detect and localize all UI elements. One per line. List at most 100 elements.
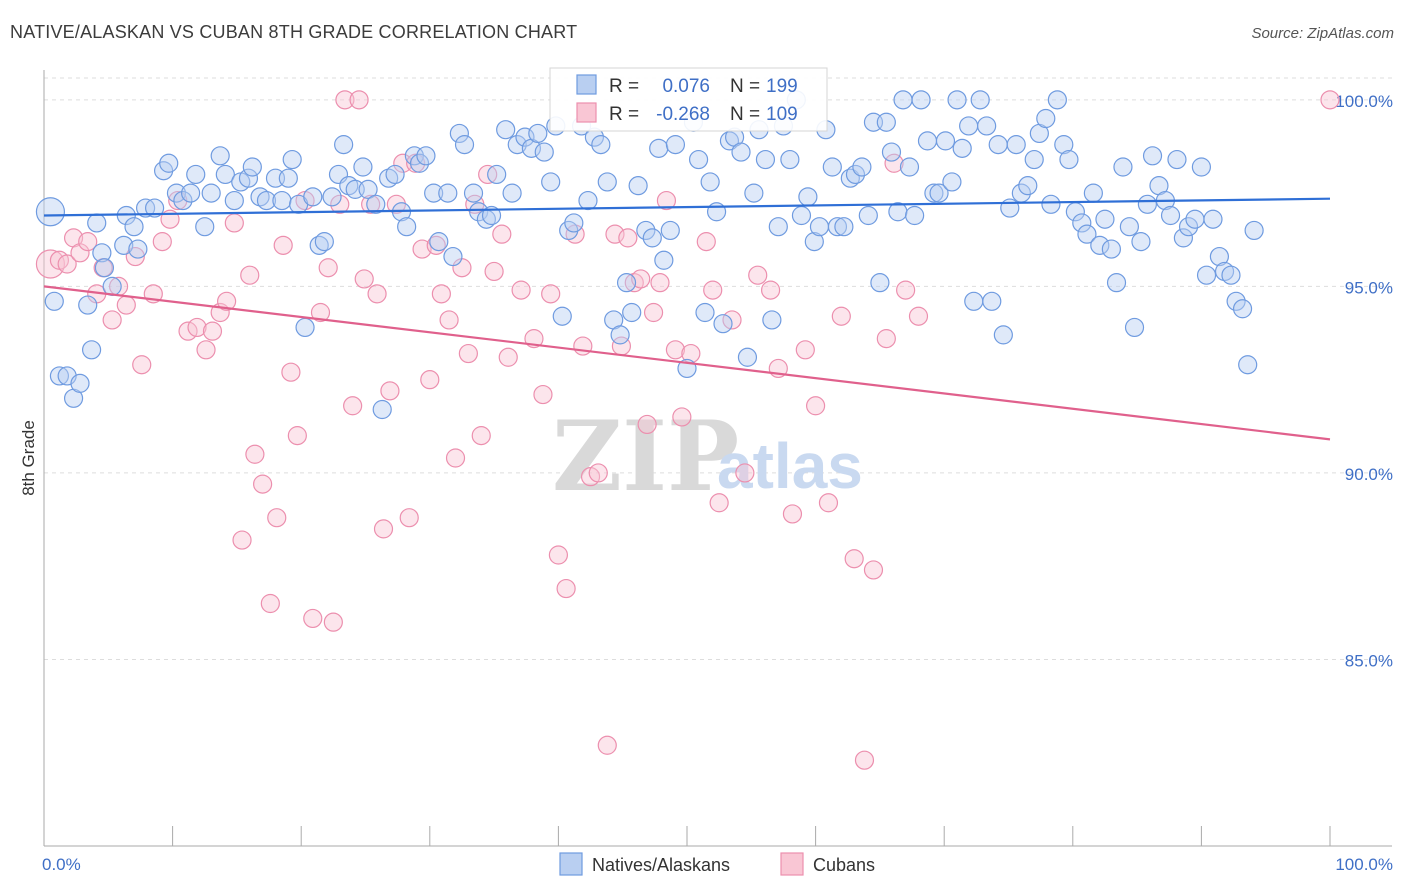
cubans-point: [1320, 90, 1340, 110]
natives-point: [397, 217, 417, 237]
natives-point: [695, 302, 715, 323]
natives-point: [977, 116, 997, 136]
natives-point: [1226, 291, 1246, 311]
natives-point: [744, 183, 764, 203]
cubans-point: [445, 448, 466, 468]
cubans-point: [232, 530, 252, 550]
natives-point: [552, 306, 572, 326]
natives-point: [654, 250, 674, 270]
cubans-point: [573, 336, 593, 356]
natives-point: [804, 232, 824, 252]
natives-point: [731, 142, 751, 162]
cubans-point: [471, 426, 491, 446]
natives-point: [591, 135, 611, 155]
natives-point: [578, 190, 598, 211]
natives-point: [636, 220, 656, 241]
natives-point: [463, 183, 484, 203]
natives-point: [719, 131, 740, 151]
natives-point: [201, 183, 221, 203]
natives-points: [35, 90, 1264, 420]
natives-point: [159, 153, 179, 173]
natives-point: [1178, 217, 1199, 237]
cubans-trend-line: [43, 285, 1331, 441]
natives-point: [70, 373, 90, 393]
natives-point: [1173, 228, 1193, 248]
x-ticks: [172, 826, 1331, 846]
cubans-point: [330, 194, 350, 214]
natives-point: [564, 213, 584, 233]
natives-point: [173, 190, 193, 211]
natives-point: [798, 187, 818, 207]
natives-point: [893, 90, 913, 110]
cubans-point: [35, 249, 66, 279]
chart-title: NATIVE/ALASKAN VS CUBAN 8TH GRADE CORREL…: [10, 22, 578, 42]
natives-point: [481, 205, 502, 226]
natives-trend-line: [43, 197, 1331, 217]
cubans-point: [631, 269, 651, 289]
natives-point: [1119, 217, 1139, 237]
natives-point: [487, 164, 507, 185]
cubans-point: [908, 306, 929, 326]
natives-point: [993, 325, 1013, 345]
cubans-point: [650, 273, 670, 293]
natives-point: [385, 164, 405, 185]
cubans-point: [343, 396, 363, 416]
cubans-point: [287, 426, 307, 446]
cubans-point: [349, 90, 369, 110]
natives-point: [1036, 108, 1056, 129]
natives-point: [959, 116, 979, 136]
cubans-point: [637, 414, 657, 435]
cubans-point: [458, 343, 478, 364]
natives-point: [1077, 224, 1097, 244]
stats-r-label-2: R =: [609, 104, 639, 125]
natives-point: [238, 168, 259, 188]
cubans-point: [373, 519, 394, 539]
trend-lines: [43, 197, 1331, 441]
natives-point: [1101, 239, 1121, 259]
natives-point: [256, 190, 277, 211]
cubans-point: [273, 235, 293, 255]
cubans-point: [412, 239, 432, 259]
cubans-point: [240, 265, 260, 285]
natives-point: [303, 187, 323, 207]
natives-point: [911, 90, 931, 110]
stats-swatch-blue: [576, 74, 597, 95]
natives-point: [1232, 299, 1253, 319]
cubans-point: [152, 232, 172, 252]
natives-point: [443, 246, 463, 267]
y-tick-label: 95.0%: [1345, 278, 1393, 297]
natives-point: [780, 149, 800, 170]
natives-point: [935, 131, 956, 151]
natives-point: [881, 142, 902, 162]
natives-point: [515, 127, 535, 147]
natives-point: [1006, 135, 1026, 155]
natives-point: [1131, 232, 1151, 252]
cubans-point: [597, 735, 617, 755]
natives-point: [1167, 149, 1187, 170]
natives-point: [982, 291, 1002, 311]
cubans-point: [854, 750, 875, 770]
cubans-point: [260, 593, 280, 614]
natives-point: [1095, 209, 1115, 229]
legend-swatch-natives: [559, 852, 583, 876]
cubans-point: [431, 284, 451, 304]
natives-point: [1209, 246, 1230, 267]
natives-point: [92, 243, 112, 263]
natives-point: [496, 120, 516, 140]
natives-point: [44, 291, 64, 311]
natives-point: [834, 217, 854, 237]
natives-point: [1024, 149, 1044, 170]
natives-point: [87, 213, 107, 233]
cubans-point: [709, 493, 729, 513]
natives-point: [700, 172, 720, 192]
natives-point: [215, 164, 235, 185]
natives-point: [1054, 135, 1074, 155]
natives-point: [899, 157, 920, 177]
natives-point: [1221, 265, 1241, 285]
natives-point: [610, 325, 630, 345]
natives-point: [917, 131, 938, 151]
cubans-point: [323, 612, 343, 632]
watermark-atlas: atlas: [717, 430, 863, 502]
y-tick-labels: 85.0% 90.0% 95.0% 100.0%: [1335, 92, 1393, 671]
cubans-point: [335, 90, 355, 110]
